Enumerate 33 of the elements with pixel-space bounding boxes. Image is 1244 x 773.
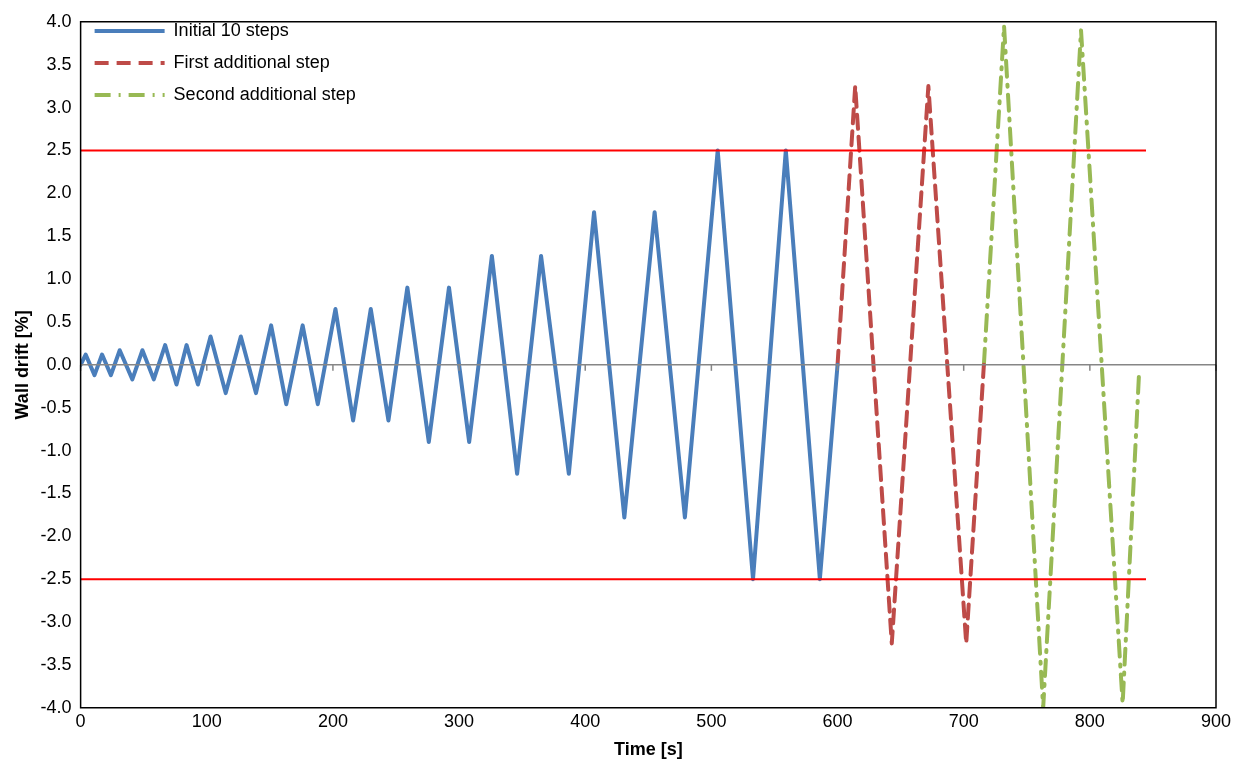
- y-axis-title: Wall drift [%]: [11, 310, 32, 420]
- y-tick-label: 3.0: [46, 96, 72, 117]
- line-series: [981, 24, 1142, 708]
- x-tick-label: 800: [1074, 710, 1105, 731]
- legend-label: Initial 10 steps: [173, 19, 289, 40]
- x-tick-label: 100: [191, 710, 222, 731]
- legend-label: Second additional step: [173, 83, 356, 104]
- y-tick-label: 1.5: [46, 225, 72, 246]
- y-tick-label: 2.0: [46, 182, 72, 203]
- y-tick-label: -3.0: [40, 611, 72, 632]
- y-tick-label: -2.5: [40, 568, 72, 589]
- y-tick-label: 2.5: [46, 139, 72, 160]
- y-tick-label: -1.0: [40, 439, 72, 460]
- legend-label: First additional step: [173, 51, 330, 72]
- y-tick-label: -2.0: [40, 525, 72, 546]
- y-tick-label: -3.5: [40, 653, 72, 674]
- y-tick-label: 4.0: [46, 10, 72, 31]
- x-tick-label: 700: [948, 710, 979, 731]
- x-tick-label: 900: [1200, 710, 1232, 731]
- y-tick-label: 0.0: [46, 353, 72, 374]
- x-tick-label: 500: [696, 710, 727, 731]
- y-tick-label: 0.5: [46, 310, 72, 331]
- y-tick-label: -0.5: [40, 396, 72, 417]
- x-tick-label: 0: [75, 710, 86, 731]
- y-tick-label: -1.5: [40, 482, 72, 503]
- x-tick-label: 400: [570, 710, 601, 731]
- y-tick-label: 3.5: [46, 53, 72, 74]
- x-tick-label: 200: [317, 710, 348, 731]
- x-tick-label: 300: [444, 710, 475, 731]
- x-tick-label: 600: [822, 710, 853, 731]
- y-tick-label: -4.0: [40, 696, 72, 717]
- y-tick-label: 1.0: [46, 268, 72, 289]
- x-axis-title: Time [s]: [613, 739, 683, 760]
